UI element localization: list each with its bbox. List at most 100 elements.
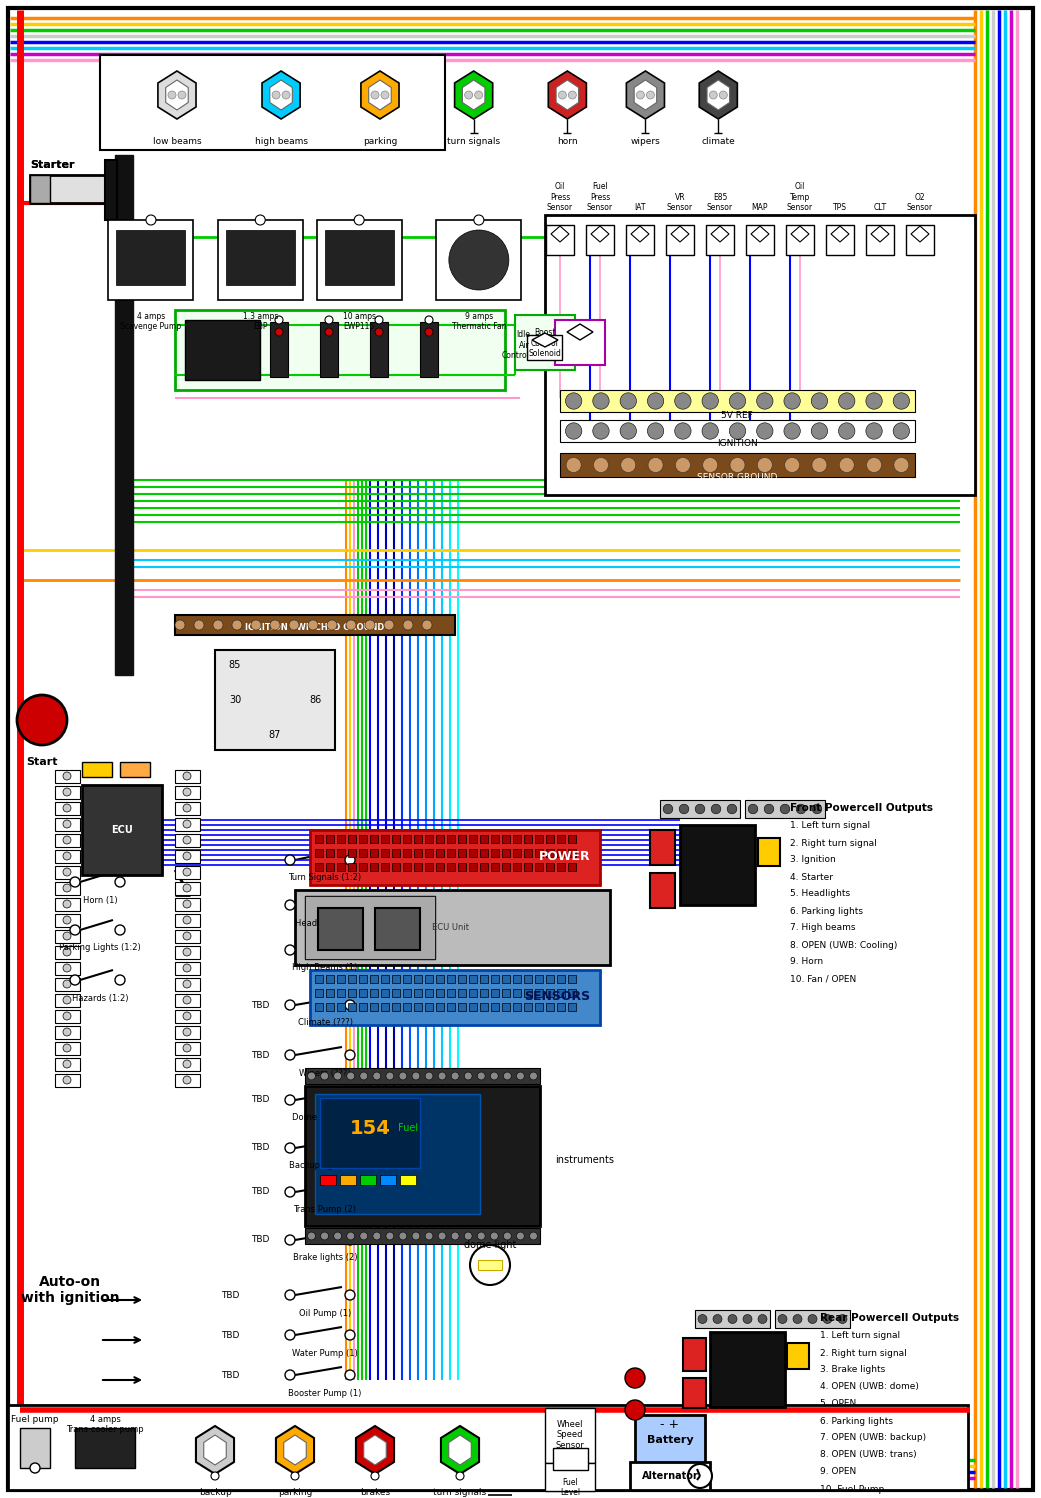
Bar — [557, 1004, 565, 1011]
Text: Brake lights (2): Brake lights (2) — [293, 1254, 357, 1263]
Bar — [745, 800, 826, 818]
Bar — [458, 975, 466, 983]
Bar — [557, 834, 565, 843]
Circle shape — [648, 392, 664, 409]
Circle shape — [730, 392, 745, 409]
Text: IAT: IAT — [634, 204, 645, 213]
Bar — [370, 849, 378, 857]
Bar — [535, 849, 543, 857]
Bar — [315, 989, 323, 998]
Bar — [447, 849, 455, 857]
Bar — [320, 322, 338, 377]
Bar — [318, 908, 363, 950]
Bar — [906, 225, 934, 255]
Circle shape — [183, 1044, 191, 1052]
Bar — [381, 989, 389, 998]
Bar — [82, 785, 162, 875]
Circle shape — [425, 316, 433, 324]
Bar — [55, 882, 80, 894]
Circle shape — [285, 1095, 295, 1106]
Bar — [115, 154, 133, 676]
Circle shape — [183, 948, 191, 956]
Circle shape — [565, 422, 582, 439]
Circle shape — [345, 1290, 355, 1300]
Bar — [535, 834, 543, 843]
Bar — [55, 849, 80, 863]
Circle shape — [285, 855, 295, 864]
Circle shape — [702, 422, 718, 439]
Bar — [524, 834, 532, 843]
Bar — [175, 616, 455, 635]
Bar — [524, 989, 532, 998]
Bar — [359, 975, 367, 983]
Circle shape — [449, 231, 509, 291]
Text: TPS: TPS — [833, 204, 847, 213]
Bar — [706, 225, 734, 255]
Bar — [557, 849, 565, 857]
Bar — [469, 834, 477, 843]
Circle shape — [285, 900, 295, 909]
Text: Fuel
Press
Sensor: Fuel Press Sensor — [587, 183, 613, 213]
Bar — [348, 1004, 356, 1011]
Polygon shape — [361, 70, 399, 118]
Text: Boost
Control
Solenoid: Boost Control Solenoid — [529, 328, 561, 358]
Polygon shape — [871, 226, 889, 243]
Bar — [746, 225, 775, 255]
Circle shape — [425, 1073, 433, 1080]
Bar — [568, 849, 576, 857]
Circle shape — [812, 804, 821, 813]
Bar — [513, 863, 520, 870]
Circle shape — [354, 216, 364, 225]
Bar — [55, 947, 80, 959]
Polygon shape — [166, 79, 188, 109]
Circle shape — [251, 620, 261, 631]
Bar — [55, 978, 80, 992]
Circle shape — [308, 620, 318, 631]
Circle shape — [699, 1315, 707, 1324]
Circle shape — [490, 1231, 499, 1240]
Bar — [403, 863, 411, 870]
Bar — [337, 975, 345, 983]
Bar — [436, 1004, 445, 1011]
Bar — [480, 863, 488, 870]
Circle shape — [530, 1231, 537, 1240]
Polygon shape — [831, 226, 849, 243]
Circle shape — [695, 804, 705, 813]
Bar — [359, 863, 367, 870]
Bar — [8, 1405, 968, 1491]
Circle shape — [285, 1143, 295, 1153]
Circle shape — [743, 1315, 752, 1324]
Bar — [305, 1086, 540, 1225]
Circle shape — [785, 457, 799, 472]
Circle shape — [64, 948, 71, 956]
Circle shape — [478, 1073, 485, 1080]
Circle shape — [894, 457, 909, 472]
Bar — [553, 1449, 588, 1470]
Bar — [414, 1004, 422, 1011]
Bar — [560, 419, 915, 442]
Circle shape — [838, 1315, 847, 1324]
Bar — [414, 863, 422, 870]
Bar — [535, 989, 543, 998]
Circle shape — [183, 1061, 191, 1068]
Circle shape — [64, 819, 71, 828]
Circle shape — [345, 1330, 355, 1341]
Circle shape — [728, 804, 737, 813]
Polygon shape — [369, 79, 391, 109]
Bar — [626, 225, 654, 255]
Bar — [660, 800, 740, 818]
Text: Booster Pump (1): Booster Pump (1) — [288, 1389, 361, 1398]
Bar — [315, 1094, 480, 1213]
Circle shape — [242, 701, 249, 709]
Circle shape — [713, 1315, 722, 1324]
Bar — [175, 866, 200, 879]
Bar — [513, 849, 520, 857]
Bar — [337, 834, 345, 843]
Text: Dome lights (2): Dome lights (2) — [293, 1113, 357, 1122]
Circle shape — [64, 1013, 71, 1020]
Text: 7. High beams: 7. High beams — [790, 923, 856, 932]
Circle shape — [893, 422, 910, 439]
Text: Starter: Starter — [30, 160, 75, 169]
Circle shape — [183, 900, 191, 908]
Text: TBD: TBD — [251, 1236, 270, 1245]
